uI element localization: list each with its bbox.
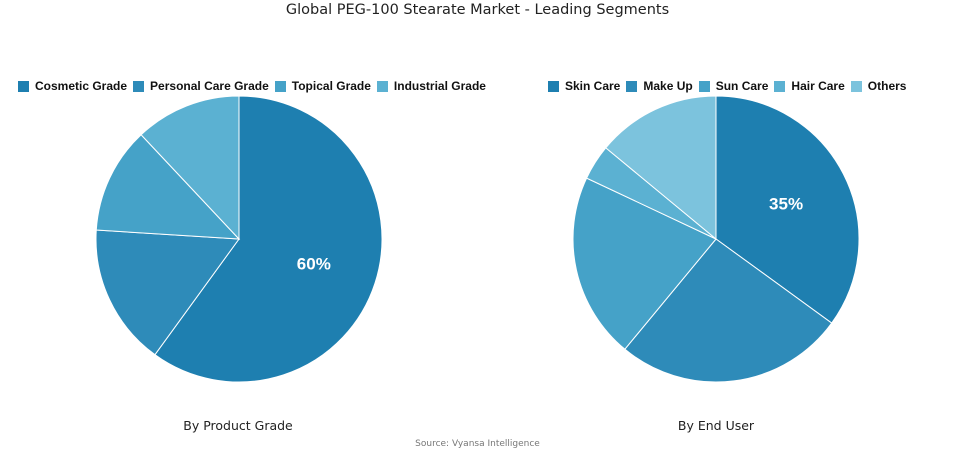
legend-label: Others (867, 79, 907, 93)
pie-slice-sun-care (572, 177, 717, 350)
data-label-skin-care: 35% (769, 194, 803, 213)
legend-item-industrial-grade: Industrial Grade (376, 79, 486, 93)
legend-label: Cosmetic Grade (35, 79, 128, 93)
legend-item-personal-care-grade: Personal Care Grade (133, 79, 269, 93)
legend-item-make-up: Make Up (626, 79, 693, 93)
subtitle-end-user: By End User (677, 418, 755, 433)
pie-slice-cosmetic-grade (154, 95, 383, 383)
legend-swatch (698, 80, 710, 92)
legend-label: Skin Care (565, 79, 621, 93)
legend-swatch (850, 80, 862, 92)
source-note: Source: Vyansa Intelligence (415, 439, 540, 449)
legend-item-hair-care: Hair Care (774, 79, 845, 93)
legend-label: Hair Care (791, 79, 845, 93)
pie-slice-personal-care-grade (95, 229, 240, 356)
pie-slice-skin-care (715, 95, 860, 324)
legend-label: Industrial Grade (393, 79, 486, 93)
legend-swatch (626, 80, 638, 92)
legend-item-cosmetic-grade: Cosmetic Grade (18, 79, 127, 93)
legend-swatch (376, 80, 388, 92)
chart-title: Global PEG-100 Stearate Market - Leading… (285, 2, 670, 18)
legend-end-user: Skin Care Make Up Sun Care Hair Care Others (548, 79, 912, 93)
pie-slice-others (605, 95, 717, 241)
legend-label: Make Up (643, 79, 693, 93)
legend-item-sun-care: Sun Care (698, 79, 769, 93)
legend-product-grade: Cosmetic Grade Personal Care Grade Topical… (18, 79, 492, 93)
subtitle-product-grade: By Product Grade (183, 418, 293, 433)
legend-swatch (133, 80, 145, 92)
legend-swatch (548, 80, 559, 92)
data-label-cosmetic-grade: 60% (297, 254, 331, 273)
pie-slice-topical-grade (95, 134, 241, 240)
legend-swatch (274, 80, 286, 92)
legend-item-topical-grade: Topical Grade (274, 79, 371, 93)
legend-item-others: Others (850, 79, 907, 93)
pie-slice-industrial-grade (140, 95, 240, 241)
legend-item-skin-care: Skin Care (548, 79, 620, 93)
legend-label: Sun Care (715, 79, 769, 93)
legend-label: Topical Grade (291, 79, 371, 93)
legend-swatch (18, 80, 29, 92)
legend-swatch (774, 80, 786, 92)
pie-slice-make-up (624, 238, 833, 383)
legend-label: Personal Care Grade (150, 79, 269, 93)
